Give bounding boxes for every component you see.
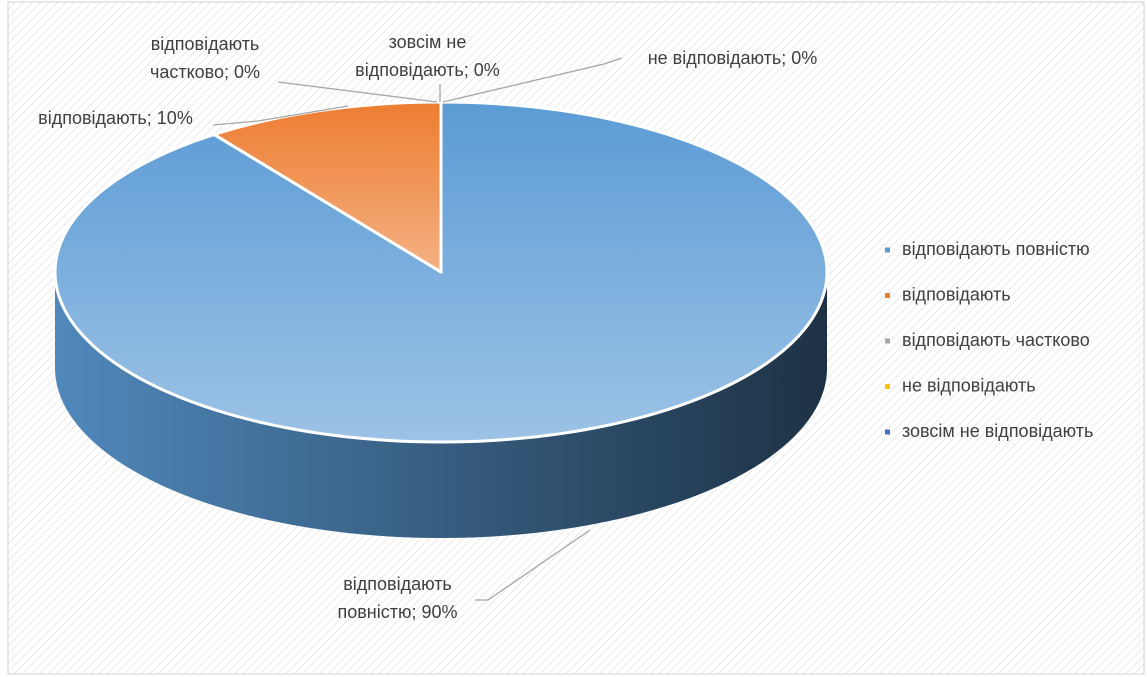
leader-line [277,81,438,103]
data-label: зовсім не відповідають; 0% [355,32,500,80]
pie-slice-side-shade [55,272,827,538]
data-label: відповідають повністю; 90% [337,574,458,622]
legend-label: відповідають частково [902,330,1090,350]
pie-slice-shade [214,102,441,272]
legend-marker [885,429,890,435]
legend-label: зовсім не відповідають [902,421,1093,441]
legend-marker [885,338,890,344]
legend-label: відповідають [902,284,1011,304]
data-label: відповідають; 10% [38,108,193,128]
data-label: не відповідають; 0% [647,48,818,68]
legend-label: відповідають повністю [902,239,1090,259]
leader-line [475,529,591,601]
legend-marker [885,247,890,253]
legend-marker [885,384,890,389]
data-label: відповідають частково; 0% [149,34,261,82]
legend-label: не відповідають [902,375,1036,395]
legend-marker [885,293,890,298]
leader-line [212,105,349,126]
leader-line [442,57,623,103]
